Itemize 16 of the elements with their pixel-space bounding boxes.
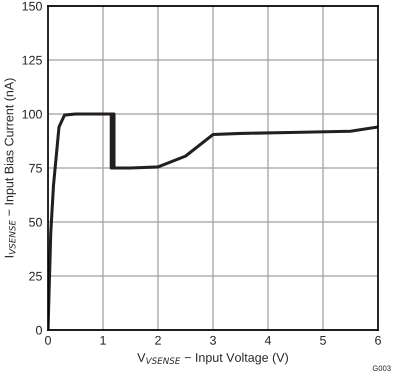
x-tick-label: 3: [210, 336, 216, 345]
x-tick-label: 1: [100, 336, 106, 345]
y-axis-title: I$_{VSENSE}$ − Input Bias Current (nA): [4, 78, 16, 258]
y-tick-label: 150: [22, 2, 42, 11]
y-tick-label: 25: [29, 272, 42, 281]
y-tick-label: 125: [22, 56, 42, 65]
y-tick-label: 0: [36, 326, 42, 335]
x-tick-label: 0: [45, 336, 51, 345]
x-tick-label: 5: [320, 336, 326, 345]
x-tick-label: 2: [155, 336, 161, 345]
y-tick-label: 100: [22, 110, 42, 119]
x-axis-title: V$_{VSENSE}$ − Input Voltage (V): [137, 352, 288, 364]
y-tick-label: 50: [29, 218, 42, 227]
x-tick-label: 4: [264, 336, 272, 345]
y-tick-label: 75: [29, 164, 42, 173]
x-tick-label: 6: [375, 336, 381, 345]
